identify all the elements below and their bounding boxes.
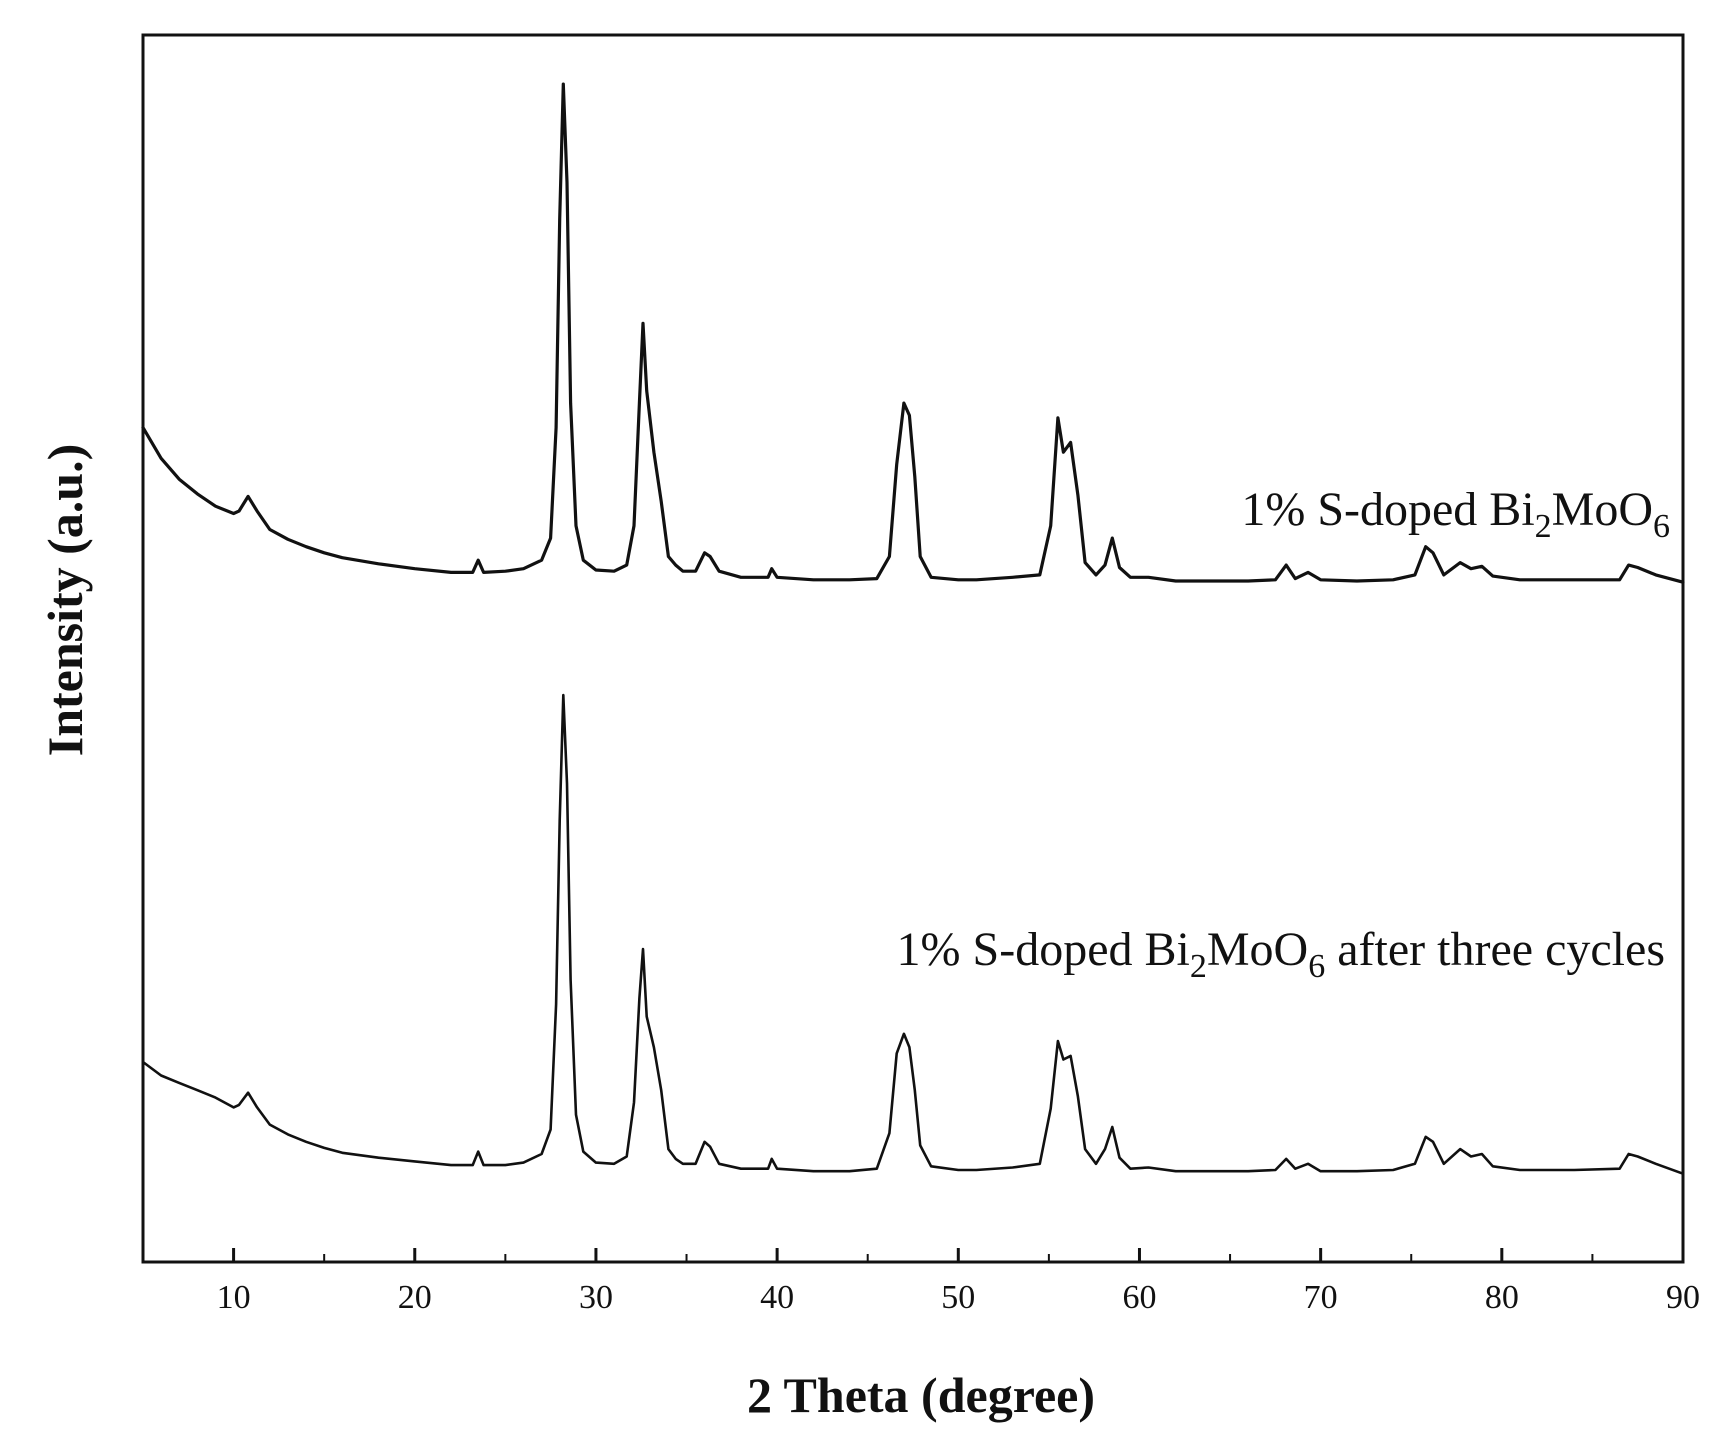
- y-axis-title: Intensity (a.u.): [37, 444, 93, 757]
- series-group: [141, 82, 1685, 1175]
- x-tick-label-70: 70: [1304, 1279, 1338, 1316]
- series-label-1: 1% S-doped Bi2MoO6: [1241, 483, 1670, 545]
- x-tick-label-40: 40: [760, 1279, 794, 1316]
- series-label-2-pre: 1% S-doped Bi: [897, 923, 1190, 976]
- series-label-1-sub2: 6: [1653, 508, 1670, 545]
- series-label-1-mid: MoO: [1552, 483, 1653, 536]
- series-line-1: [141, 82, 1685, 584]
- x-axis-title: 2 Theta (degree): [747, 1367, 1095, 1423]
- series-label-2-sub1: 2: [1190, 948, 1207, 985]
- series-label-1-sub1: 2: [1535, 508, 1552, 545]
- x-tick-label-10: 10: [217, 1279, 251, 1316]
- series-label-2-post: after three cycles: [1325, 923, 1665, 976]
- x-tick-label-90: 90: [1666, 1279, 1700, 1316]
- series-line-2: [141, 693, 1685, 1175]
- x-axis-ticks: 10 20 30 40 50 60 70 80 90: [217, 1248, 1700, 1316]
- x-tick-label-60: 60: [1122, 1279, 1156, 1316]
- x-tick-label-80: 80: [1485, 1279, 1519, 1316]
- x-tick-label-50: 50: [941, 1279, 975, 1316]
- series-label-2-mid: MoO: [1207, 923, 1308, 976]
- series-label-2-sub2: 6: [1308, 948, 1325, 985]
- x-tick-label-30: 30: [579, 1279, 613, 1316]
- x-tick-label-20: 20: [398, 1279, 432, 1316]
- plot-frame: [141, 33, 1685, 1264]
- plot-area-border: [141, 33, 1685, 1264]
- series-label-1-pre: 1% S-doped Bi: [1241, 483, 1534, 536]
- series-label-2: 1% S-doped Bi2MoO6 after three cycles: [897, 923, 1665, 985]
